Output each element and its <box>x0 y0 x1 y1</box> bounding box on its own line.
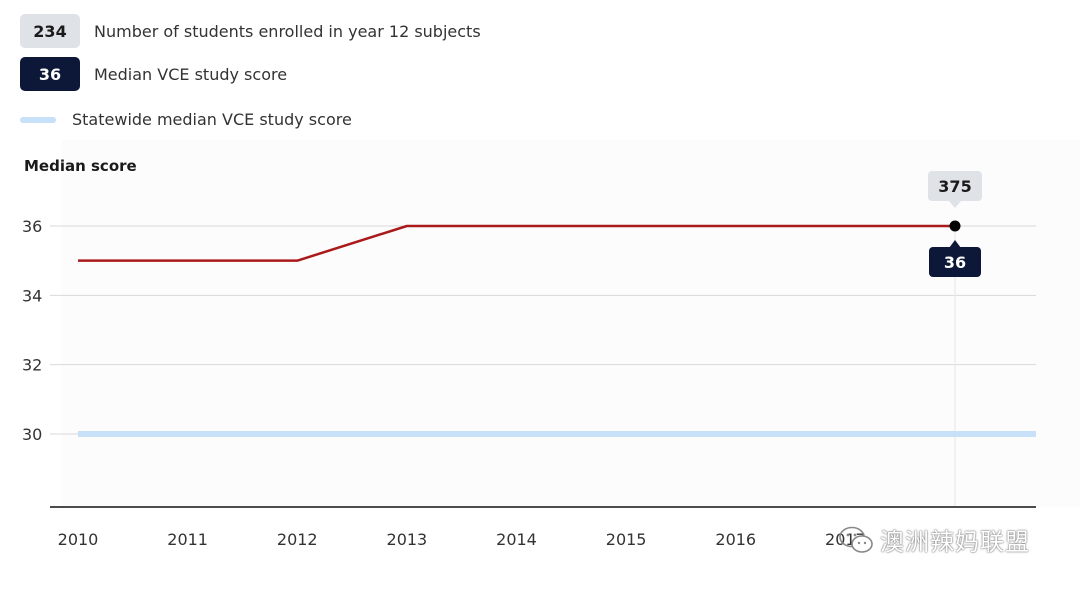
median-score-line <box>78 224 955 262</box>
x-tick-label: 2011 <box>167 530 208 549</box>
legend-enrolled: 234 Number of students enrolled in year … <box>20 14 481 48</box>
enrolled-tooltip-pointer <box>949 201 961 208</box>
x-tick-label: 2015 <box>606 530 647 549</box>
median-label: Median VCE study score <box>94 64 288 84</box>
x-tick-label: 2010 <box>58 530 99 549</box>
enrolled-badge: 234 <box>20 14 80 48</box>
median-tooltip-pointer <box>949 240 961 248</box>
enrolled-tooltip <box>928 171 982 201</box>
legend-statewide: Statewide median VCE study score <box>20 110 352 129</box>
y-axis-label: Median score <box>24 157 137 175</box>
median-tooltip-value: 36 <box>944 253 966 272</box>
watermark-text: 澳洲辣妈联盟 <box>880 528 1030 556</box>
median-badge: 36 <box>20 57 80 91</box>
median-score-chart: Median score 30 32 34 36 2010 2011 2012 2013 2014… <box>22 140 1080 549</box>
x-tick-label: 2014 <box>496 530 537 549</box>
y-tick-label: 30 <box>22 425 42 444</box>
legend-median: 36 Median VCE study score <box>20 57 287 91</box>
y-tick-label: 34 <box>22 286 42 305</box>
wechat-icon <box>839 526 873 553</box>
statewide-swatch <box>20 116 56 123</box>
statewide-label: Statewide median VCE study score <box>72 110 352 129</box>
y-tick-label: 36 <box>22 217 42 236</box>
enrolled-tooltip-value: 375 <box>938 177 971 196</box>
median-tooltip <box>929 247 981 277</box>
plot-background <box>62 140 1080 507</box>
x-tick-label: 2016 <box>715 530 756 549</box>
highlight-point <box>949 220 961 232</box>
y-tick-label: 32 <box>22 356 42 375</box>
enrolled-label: Number of students enrolled in year 12 s… <box>94 21 481 41</box>
x-tick-label: 2013 <box>387 530 428 549</box>
x-tick-label: 2012 <box>277 530 318 549</box>
watermark: 澳洲辣妈联盟 <box>838 522 1030 557</box>
